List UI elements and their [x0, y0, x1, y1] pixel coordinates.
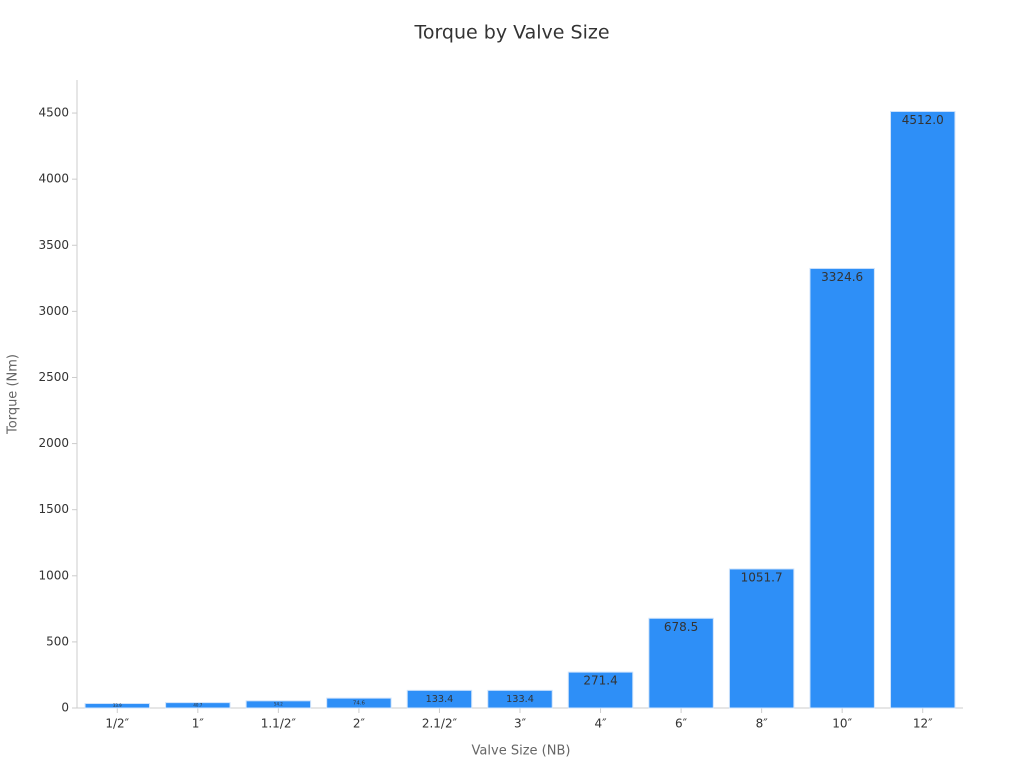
bar — [245, 700, 312, 709]
x-tick-label: 4″ — [594, 717, 607, 731]
x-tick-label: 12″ — [913, 717, 933, 731]
bar — [890, 110, 956, 709]
value-label: 133.4 — [506, 694, 534, 705]
x-tick-label: 2″ — [353, 717, 366, 731]
y-axis-label: Torque (Nm) — [6, 354, 21, 435]
bar — [84, 703, 150, 709]
y-tick-label: 0 — [61, 701, 69, 715]
y-tick-label: 2500 — [38, 370, 69, 384]
bar — [487, 689, 553, 709]
value-label: 3324.6 — [821, 270, 863, 284]
bar — [326, 697, 392, 709]
bar — [728, 568, 795, 709]
value-label: 54.2 — [274, 701, 283, 706]
bar — [567, 671, 634, 709]
value-label: 40.7 — [193, 702, 202, 707]
bar — [165, 702, 231, 709]
value-label: 1051.7 — [741, 570, 783, 584]
bar — [648, 617, 714, 709]
chart-title: Torque by Valve Size — [413, 22, 609, 44]
value-label: 74.6 — [353, 701, 366, 707]
y-tick-label: 3000 — [38, 304, 69, 318]
y-tick-label: 4500 — [38, 106, 69, 120]
y-tick-label: 3500 — [38, 238, 69, 252]
value-label: 4512.0 — [902, 113, 944, 127]
x-tick-label: 10″ — [832, 717, 852, 731]
x-tick-label: 8″ — [756, 717, 769, 731]
value-label: 133.4 — [426, 694, 454, 705]
value-label: 33.9 — [113, 703, 122, 708]
y-tick-label: 1500 — [38, 502, 69, 516]
x-tick-label: 1.1/2″ — [261, 717, 297, 731]
y-tick-label: 4000 — [38, 172, 69, 186]
value-label: 271.4 — [583, 674, 617, 688]
x-tick-label: 1″ — [192, 717, 205, 731]
bar — [809, 267, 875, 709]
y-tick-label: 500 — [46, 634, 69, 648]
value-label: 678.5 — [664, 620, 698, 634]
bar — [406, 689, 473, 709]
x-tick-label: 2.1/2″ — [422, 717, 458, 731]
y-tick-label: 1000 — [38, 568, 69, 582]
y-tick-label: 2000 — [38, 436, 69, 450]
x-tick-label: 3″ — [514, 717, 527, 731]
x-tick-label: 6″ — [675, 717, 688, 731]
x-axis-label: Valve Size (NB) — [472, 744, 571, 759]
x-tick-label: 1/2″ — [105, 717, 129, 731]
